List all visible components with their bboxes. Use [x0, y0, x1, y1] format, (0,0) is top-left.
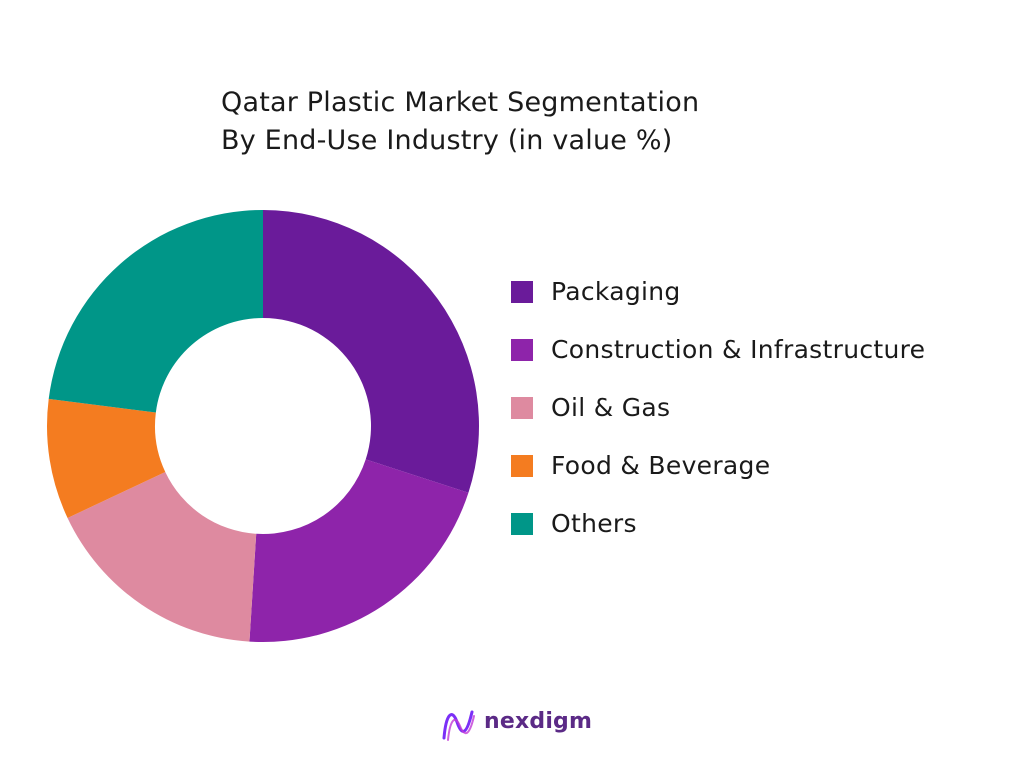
legend-swatch	[511, 397, 533, 419]
brand-name: nexdigm	[484, 709, 593, 734]
legend-label: Construction & Infrastructure	[551, 335, 926, 364]
legend-swatch	[511, 281, 533, 303]
donut-slice-others	[48, 210, 264, 413]
chart-title-block: Qatar Plastic Market Segmentation By End…	[221, 84, 699, 160]
donut-slice-packaging	[263, 210, 480, 493]
legend-label: Oil & Gas	[551, 393, 671, 422]
donut-slice-food-beverage	[46, 398, 166, 518]
chart-subtitle: By End-Use Industry (in value %)	[221, 125, 673, 156]
legend-swatch	[511, 513, 533, 535]
legend-swatch	[511, 339, 533, 361]
legend-label: Others	[551, 509, 637, 538]
legend-label: Food & Beverage	[551, 451, 771, 480]
nexdigm-logo-icon	[442, 710, 475, 741]
donut-slice-oil-gas	[67, 471, 257, 642]
legend-swatch	[511, 455, 533, 477]
donut-slice-construction-infrastructure	[249, 459, 469, 643]
legend-label: Packaging	[551, 277, 681, 306]
chart-title: Qatar Plastic Market Segmentation	[221, 87, 700, 118]
